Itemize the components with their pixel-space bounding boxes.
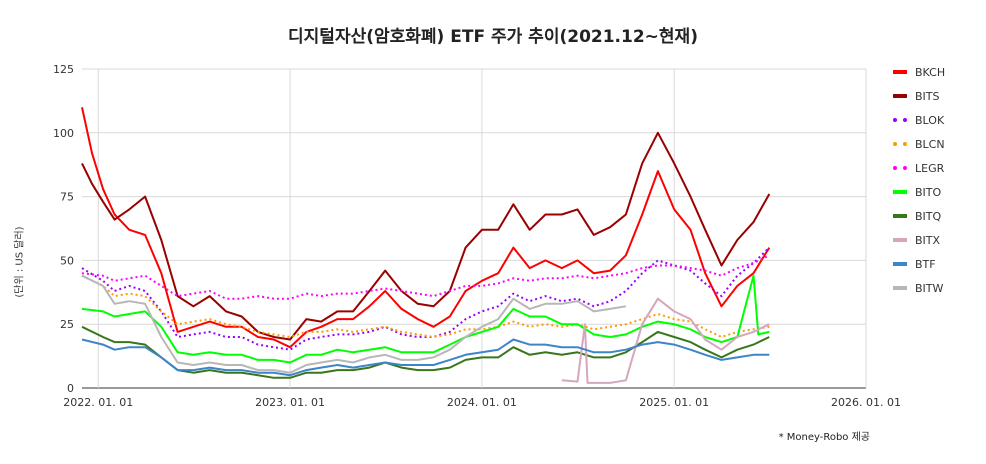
x-tick-label: 2026. 01. 01: [831, 396, 901, 409]
legend-item-bitw: BITW: [893, 276, 985, 300]
series-line-bito: [81, 274, 770, 364]
legend-label: BITX: [915, 233, 941, 247]
legend-swatch: [893, 118, 907, 122]
series-line-blok: [81, 246, 770, 351]
series-line-legr: [81, 254, 770, 300]
y-tick-label: 0: [67, 382, 74, 395]
legend-swatch: [893, 94, 907, 98]
series-line-blcn: [81, 274, 770, 338]
x-tick-label: 2022. 01. 01: [63, 396, 133, 409]
series-line-bitq: [81, 325, 770, 379]
series-line-bitx: [561, 297, 770, 384]
legend-item-bkch: BKCH: [893, 60, 985, 84]
legend-item-blok: BLOK: [893, 108, 985, 132]
legend-swatch: [893, 238, 907, 242]
legend-swatch: [893, 166, 907, 170]
series-line-bitw: [81, 274, 627, 374]
legend: BKCH BITS BLOK BLCN LEGR BITO BITQ BITX BTF BITW: [893, 60, 985, 300]
legend-swatch: [893, 262, 907, 266]
legend-swatch: [893, 190, 907, 194]
series-line-btf: [81, 338, 770, 377]
y-tick-label: 100: [53, 127, 74, 140]
legend-item-btf: BTF: [893, 252, 985, 276]
x-tick-label: 2025. 01. 01: [639, 396, 709, 409]
legend-label: BLOK: [915, 113, 945, 127]
legend-swatch: [893, 142, 907, 146]
legend-item-bits: BITS: [893, 84, 985, 108]
legend-item-bitq: BITQ: [893, 204, 985, 228]
legend-label: BITS: [915, 89, 940, 103]
series-line-bits: [81, 131, 771, 341]
legend-label: BLCN: [915, 137, 945, 151]
y-tick-label: 125: [53, 63, 74, 76]
legend-label: BITQ: [915, 209, 942, 223]
x-tick-label: 2023. 01. 01: [255, 396, 325, 409]
legend-swatch: [893, 286, 907, 290]
x-tick-label: 2024. 01. 01: [447, 396, 517, 409]
legend-label: BITO: [915, 185, 942, 199]
legend-item-blcn: BLCN: [893, 132, 985, 156]
y-tick-label: 75: [60, 191, 74, 204]
source-note: * Money-Robo 제공: [778, 432, 870, 443]
legend-swatch: [893, 214, 907, 218]
legend-label: BKCH: [915, 65, 946, 79]
legend-item-bito: BITO: [893, 180, 985, 204]
y-tick-label: 25: [60, 318, 74, 331]
legend-item-bitx: BITX: [893, 228, 985, 252]
chart-title: 디지털자산(암호화폐) ETF 주가 추이(2021.12~현재): [288, 27, 698, 47]
y-tick-label: 50: [60, 254, 74, 267]
legend-label: LEGR: [915, 161, 945, 175]
legend-item-legr: LEGR: [893, 156, 985, 180]
legend-label: BTF: [915, 257, 936, 271]
series-line-bkch: [81, 107, 771, 349]
legend-swatch: [893, 70, 907, 74]
legend-label: BITW: [915, 281, 944, 295]
